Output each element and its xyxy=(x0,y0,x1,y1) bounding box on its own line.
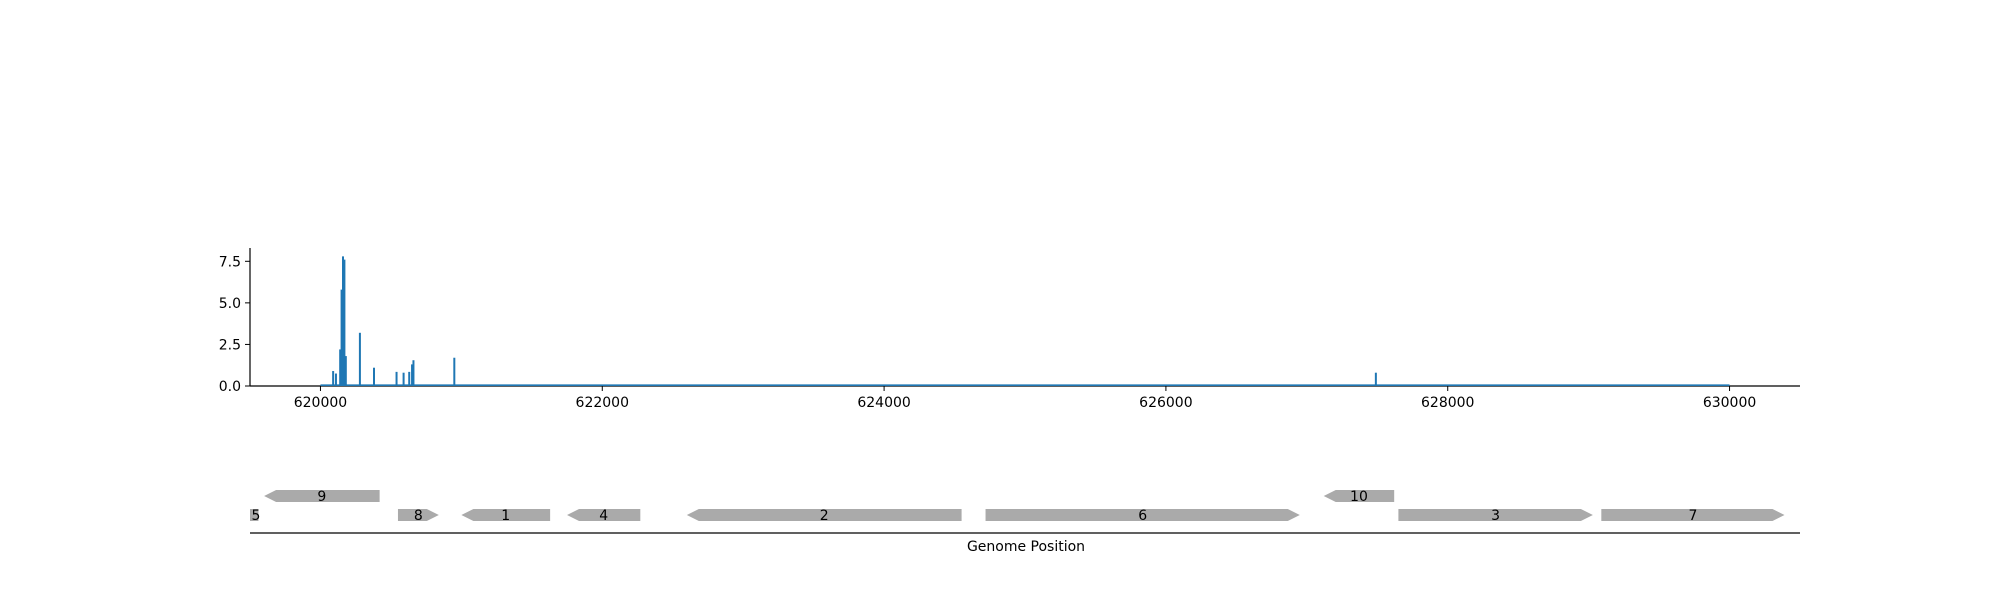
coverage-bars xyxy=(332,256,1377,386)
gene-arrows: 5 9 8 1 4 2 6 10 3 7 xyxy=(250,489,1785,524)
gene-arrow xyxy=(1323,490,1395,502)
gene-arrow xyxy=(250,509,259,521)
y-tick-label: 2.5 xyxy=(219,337,241,353)
gene-track: 5 9 8 1 4 2 6 10 3 7 Genome Position xyxy=(250,489,1800,555)
gene-label: 8 xyxy=(414,508,423,524)
gene-arrow xyxy=(1398,509,1593,521)
gene-arrow xyxy=(567,509,641,521)
gene-arrow xyxy=(1601,509,1785,521)
gene-label: 9 xyxy=(317,489,326,505)
y-axis-ticks: 0.0 2.5 5.0 7.5 xyxy=(219,254,250,395)
gene-label: 5 xyxy=(252,508,261,524)
x-tick-label: 630000 xyxy=(1703,395,1756,411)
y-tick-label: 7.5 xyxy=(219,254,241,270)
gene-label: 1 xyxy=(501,508,510,524)
x-tick-label: 624000 xyxy=(857,395,910,411)
gene-label: 6 xyxy=(1138,508,1147,524)
gene-arrow xyxy=(461,509,551,521)
x-tick-label: 626000 xyxy=(1139,395,1192,411)
y-tick-label: 0.0 xyxy=(219,379,241,395)
gene-arrow xyxy=(264,490,380,502)
gene-arrow xyxy=(686,509,962,521)
gene-label: 10 xyxy=(1350,489,1368,505)
gene-label: 7 xyxy=(1688,508,1697,524)
gene-label: 2 xyxy=(820,508,829,524)
x-axis-label: Genome Position xyxy=(967,539,1085,555)
x-tick-label: 620000 xyxy=(294,395,347,411)
gene-label: 4 xyxy=(599,508,608,524)
x-tick-label: 628000 xyxy=(1421,395,1474,411)
x-axis-ticks: 620000 622000 624000 626000 628000 630000 xyxy=(294,386,1756,411)
gene-arrow xyxy=(985,509,1300,521)
y-tick-label: 5.0 xyxy=(219,296,241,312)
gene-label: 3 xyxy=(1491,508,1500,524)
x-tick-label: 622000 xyxy=(576,395,629,411)
coverage-plot: 0.0 2.5 5.0 7.5 620000 622000 624000 626000 628… xyxy=(219,248,1800,411)
gene-arrow xyxy=(397,509,439,521)
